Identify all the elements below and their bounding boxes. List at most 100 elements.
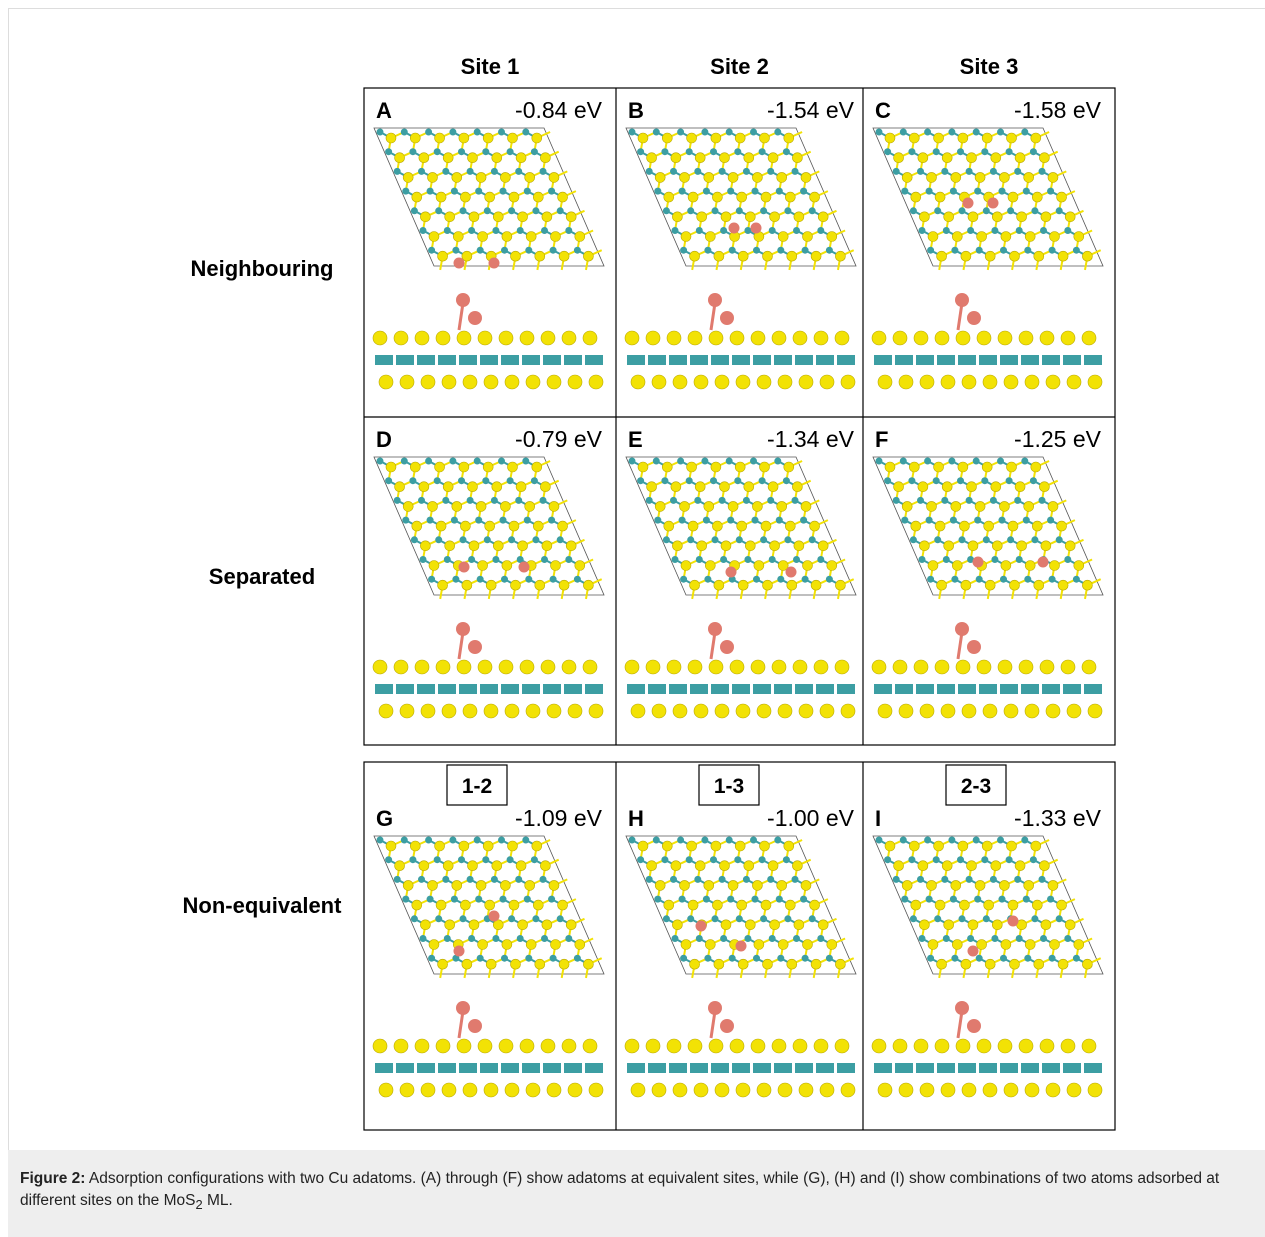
- s-atom: [913, 330, 929, 346]
- s-atom: [435, 899, 447, 911]
- s-atom: [1024, 374, 1040, 390]
- s-atom: [713, 250, 725, 262]
- mo-atom: [702, 187, 710, 195]
- s-atom: [720, 540, 732, 552]
- mo-atom: [1024, 246, 1032, 254]
- mo-atom: [997, 128, 1004, 136]
- s-atom: [462, 374, 478, 390]
- mo-atom: [710, 477, 717, 485]
- s-atom: [534, 250, 546, 262]
- mo-atom: [490, 167, 498, 175]
- mo-atom: [523, 895, 531, 903]
- s-atom: [892, 1038, 908, 1054]
- s-atom: [492, 540, 504, 552]
- s-atom: [752, 880, 763, 891]
- s-atom: [461, 250, 473, 262]
- cu-atom: [955, 1001, 969, 1015]
- s-atom: [940, 1082, 956, 1098]
- mo-layer: [1000, 355, 1018, 365]
- s-atom: [491, 152, 503, 163]
- s-atom: [776, 880, 788, 891]
- cu-bond: [457, 631, 465, 660]
- s-atom: [525, 1082, 541, 1098]
- s-atom: [565, 919, 577, 931]
- s-atom: [893, 152, 904, 163]
- mo-atom: [428, 246, 436, 254]
- s-atom: [372, 330, 388, 346]
- s-atom: [871, 659, 887, 675]
- s-atom: [936, 579, 947, 591]
- s-atom: [557, 520, 568, 532]
- mo-atom: [982, 207, 990, 215]
- s-atom: [943, 211, 955, 223]
- s-atom: [500, 880, 511, 891]
- s-atom: [983, 899, 995, 911]
- mo-atom: [468, 556, 476, 563]
- mo-layer: [417, 355, 435, 365]
- mo-atom: [419, 227, 427, 234]
- mo-atom: [1064, 935, 1072, 942]
- mo-atom: [998, 895, 1006, 903]
- s-atom: [534, 579, 546, 591]
- s-atom: [468, 540, 480, 552]
- s-atom: [927, 939, 939, 950]
- s-atom: [759, 461, 770, 473]
- mo-atom: [760, 207, 768, 215]
- s-atom: [760, 520, 772, 532]
- panel-energy: -0.79 eV: [515, 426, 603, 452]
- mo-atom: [410, 915, 418, 923]
- mo-atom: [506, 856, 514, 864]
- s-atom: [708, 1038, 724, 1054]
- mo-atom: [516, 227, 524, 234]
- s-atom: [504, 703, 520, 719]
- mo-layer: [1063, 1063, 1081, 1073]
- s-atom: [917, 481, 929, 493]
- panel-energy: -1.54 eV: [767, 97, 855, 123]
- s-atom: [756, 1082, 772, 1098]
- mo-atom: [989, 496, 997, 504]
- s-atom: [434, 461, 445, 473]
- mo-atom: [654, 516, 662, 524]
- mo-atom: [573, 246, 581, 254]
- mo-atom: [492, 556, 500, 563]
- mo-atom: [782, 856, 790, 864]
- mo-atom: [704, 575, 712, 583]
- s-atom: [826, 231, 838, 242]
- s-atom: [504, 1082, 520, 1098]
- panel: I -1.33 eV 2-3: [871, 764, 1104, 1098]
- mo-atom: [892, 875, 900, 883]
- s-atom: [1066, 703, 1082, 719]
- cu-atom: [695, 920, 707, 932]
- s-atom: [1045, 374, 1061, 390]
- mo-layer: [564, 355, 582, 365]
- mo-atom: [523, 187, 531, 195]
- s-atom: [777, 231, 789, 242]
- s-atom: [666, 330, 682, 346]
- mo-atom: [1000, 575, 1007, 583]
- s-atom: [477, 231, 488, 242]
- mo-atom: [884, 856, 892, 864]
- s-atom: [1032, 191, 1043, 203]
- s-atom: [409, 132, 421, 144]
- mo-layer: [543, 684, 561, 694]
- mo-atom: [449, 836, 457, 844]
- mo-layer: [522, 355, 540, 365]
- s-atom: [670, 860, 682, 872]
- s-atom: [540, 659, 556, 675]
- s-atom: [687, 899, 699, 911]
- mo-atom: [458, 477, 465, 485]
- mo-atom: [695, 556, 703, 563]
- s-atom: [813, 1038, 829, 1054]
- s-atom: [752, 172, 763, 183]
- s-atom: [959, 899, 970, 911]
- mo-atom: [934, 536, 942, 544]
- mo-atom: [680, 246, 688, 254]
- mo-atom: [452, 954, 460, 962]
- cu-atom: [955, 293, 969, 307]
- s-atom: [737, 579, 749, 591]
- mo-atom: [817, 227, 825, 234]
- mo-atom: [1031, 915, 1039, 923]
- s-atom: [1006, 840, 1017, 852]
- mo-atom: [1055, 207, 1063, 215]
- s-atom: [999, 880, 1010, 891]
